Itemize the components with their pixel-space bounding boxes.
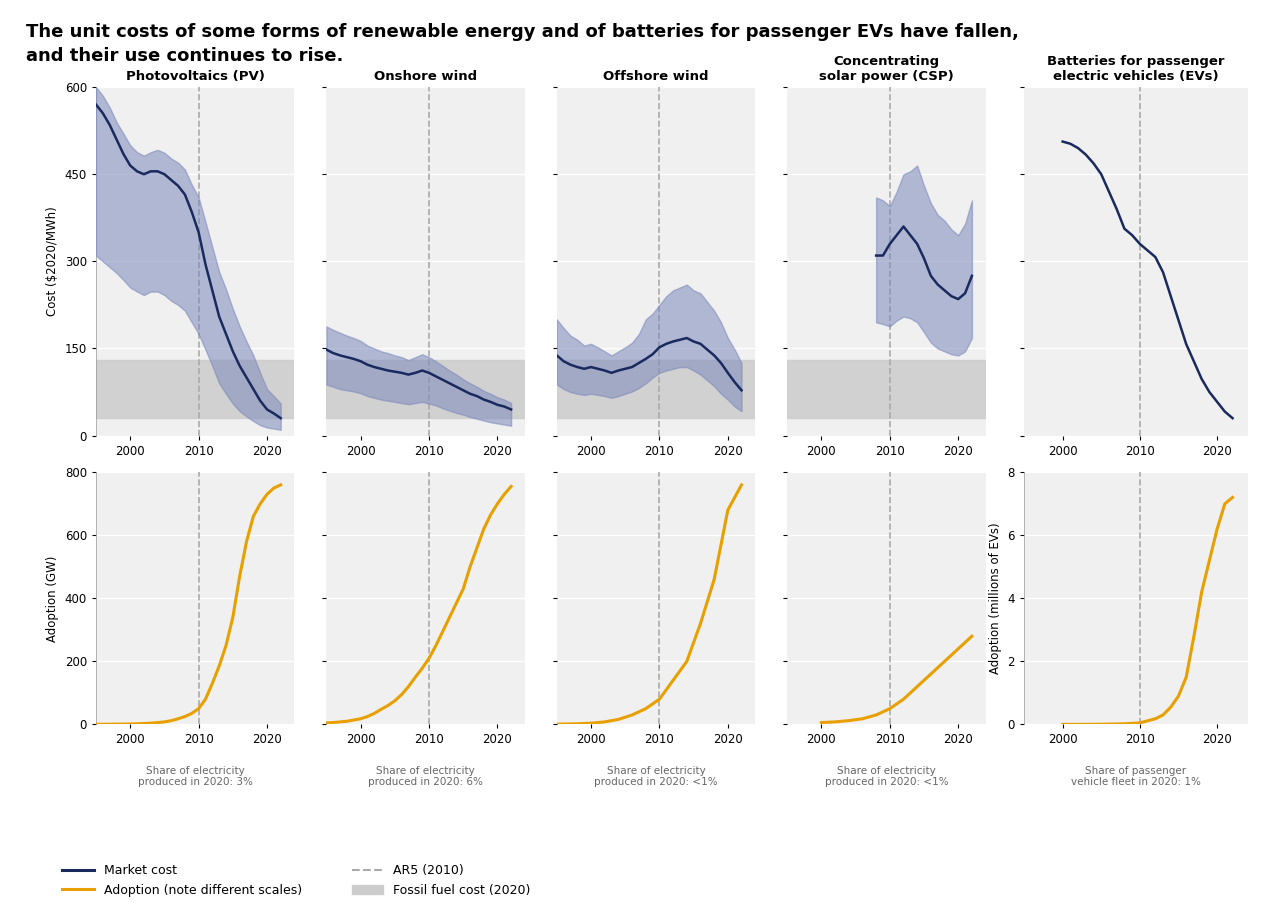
Bar [787,360,986,418]
Text: Share of electricity
produced in 2020: <1%: Share of electricity produced in 2020: <… [824,766,948,788]
Text: Share of passenger
vehicle fleet in 2020: 1%: Share of passenger vehicle fleet in 2020… [1071,766,1201,788]
Title: Concentrating
solar power (CSP): Concentrating solar power (CSP) [819,55,954,83]
Text: Share of electricity
produced in 2020: 3%: Share of electricity produced in 2020: 3… [138,766,252,788]
Title: Photovoltaics (PV): Photovoltaics (PV) [125,71,265,83]
Title: Offshore wind: Offshore wind [603,71,709,83]
Bar [557,360,755,418]
Legend: Market cost, Adoption (note different scales), AR5 (2010), Fossil fuel cost (202: Market cost, Adoption (note different sc… [58,859,535,901]
Y-axis label: Adoption (GW): Adoption (GW) [46,555,59,642]
Bar [96,360,294,418]
Text: The unit costs of some forms of renewable energy and of batteries for passenger : The unit costs of some forms of renewabl… [26,23,1019,64]
Text: Share of electricity
produced in 2020: 6%: Share of electricity produced in 2020: 6… [369,766,483,788]
Bar [326,360,525,418]
Title: Batteries for passenger
electric vehicles (EVs): Batteries for passenger electric vehicle… [1047,55,1225,83]
Y-axis label: Adoption (millions of EVs): Adoption (millions of EVs) [989,523,1002,674]
Text: Share of electricity
produced in 2020: <1%: Share of electricity produced in 2020: <… [594,766,718,788]
Y-axis label: Cost ($2020/MWh): Cost ($2020/MWh) [46,206,59,316]
Title: Onshore wind: Onshore wind [374,71,477,83]
